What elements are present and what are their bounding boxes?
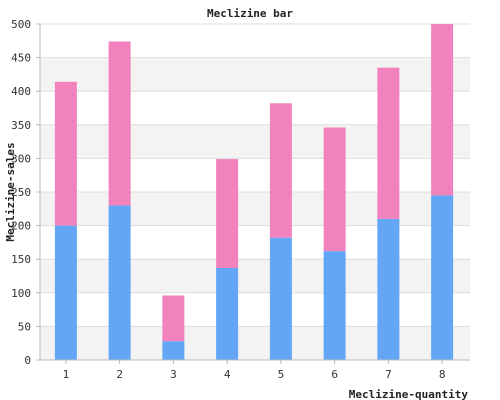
y-tick-label: 350 [11,119,31,132]
y-tick-labels: 0 50 100 150 200 250 300 350 400 450 500 [11,18,40,367]
bar-segment [323,251,346,360]
x-tick-label: 1 [63,368,70,381]
bar-segment [108,205,131,360]
x-tick-label: 5 [278,368,285,381]
background-band [40,91,470,125]
y-tick-label: 150 [11,253,31,266]
background-band [40,158,470,192]
y-tick-label: 50 [18,320,31,333]
y-tick-label: 100 [11,287,31,300]
x-tick-label: 3 [170,368,177,381]
bar-segment [269,103,292,238]
background-band [40,292,470,327]
y-tick-label: 500 [11,18,31,31]
x-tick-label: 8 [439,368,446,381]
bar-segment [162,295,185,342]
y-tick-label: 0 [24,354,31,367]
bar-segment [269,237,292,360]
background-band [40,124,470,159]
background-band [40,259,470,293]
background-band [40,57,470,92]
y-tick-label: 450 [11,52,31,65]
x-tick-label: 2 [116,368,123,381]
background-band [40,225,470,260]
y-axis-label: Meclizine-sales [4,142,17,241]
x-axis-label: Meclizine-quantity [349,388,469,400]
x-tick-label: 7 [385,368,392,381]
background-band [40,192,470,226]
bar-segment [216,159,239,268]
x-tick-label: 6 [331,368,338,381]
bar-segment [323,127,346,252]
bar-segment [54,225,77,360]
bar-segment [377,67,400,219]
bar-segment [54,81,77,226]
x-tick-label: 4 [224,368,231,381]
y-tick-label: 300 [11,152,31,165]
bar-group [54,24,454,360]
bar-segment [216,267,239,360]
bar-segment [431,195,454,360]
x-tick-labels: 1 2 3 4 5 6 7 8 [63,360,446,381]
bar-segment [108,41,131,206]
background-band [40,326,470,360]
background-band [40,24,470,58]
bar-segment [377,218,400,360]
bar-segment [162,341,185,360]
y-tick-label: 400 [11,85,31,98]
y-tick-label: 250 [11,186,31,199]
y-tick-label: 200 [11,220,31,233]
bar-segment [431,24,454,196]
chart-title: Meclizine bar [207,7,293,20]
